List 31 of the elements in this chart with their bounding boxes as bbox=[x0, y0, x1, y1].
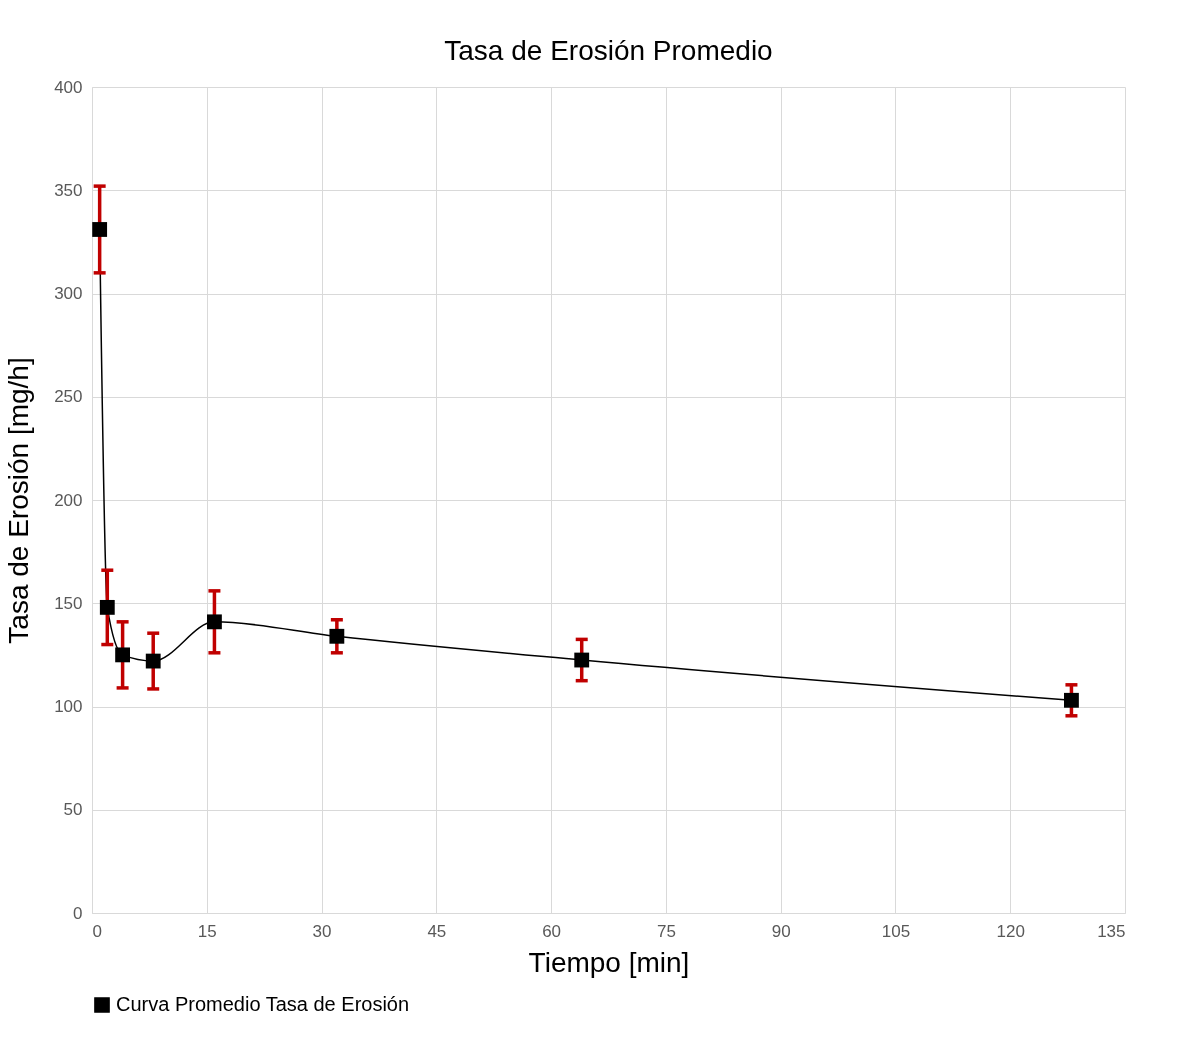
point bbox=[574, 652, 590, 668]
point bbox=[145, 653, 161, 669]
x-tick-label: 30 bbox=[312, 921, 332, 941]
point bbox=[92, 222, 108, 237]
point bbox=[329, 628, 345, 644]
y-tick-label: 100 bbox=[54, 697, 83, 716]
y-tick-label: 250 bbox=[54, 387, 83, 407]
y-tick-label: 200 bbox=[54, 490, 83, 510]
chart-title: Tasa de Erosión Promedio bbox=[444, 35, 773, 66]
x-tick-label: 90 bbox=[771, 921, 791, 941]
point bbox=[1064, 692, 1079, 708]
y-tick-label: 300 bbox=[54, 284, 83, 303]
point bbox=[207, 614, 222, 630]
x-tick-label: 135 bbox=[1097, 921, 1126, 941]
x-tick-label: 75 bbox=[656, 921, 676, 941]
y-tick-label: 400 bbox=[54, 77, 83, 97]
y-tick-label: 150 bbox=[54, 593, 83, 613]
point bbox=[99, 599, 115, 615]
x-tick-label: 15 bbox=[197, 921, 217, 941]
x-tick-label: 45 bbox=[427, 921, 447, 941]
x-tick-label: 60 bbox=[542, 921, 562, 941]
y-axis-title: Tasa de Erosión [mg/h] bbox=[3, 357, 35, 644]
y-tick-label: 50 bbox=[63, 800, 83, 820]
point bbox=[115, 647, 131, 663]
y-tick-label: 0 bbox=[73, 903, 83, 923]
legend-label: Curva Promedio Tasa de Erosión bbox=[116, 993, 410, 1015]
y-tick-label: 350 bbox=[54, 180, 83, 200]
x-tick-label: 0 bbox=[92, 921, 102, 941]
x-tick-label: 105 bbox=[881, 921, 911, 941]
x-tick-label: 120 bbox=[996, 921, 1025, 941]
x-axis-title: Tiempo [min] bbox=[528, 946, 690, 978]
